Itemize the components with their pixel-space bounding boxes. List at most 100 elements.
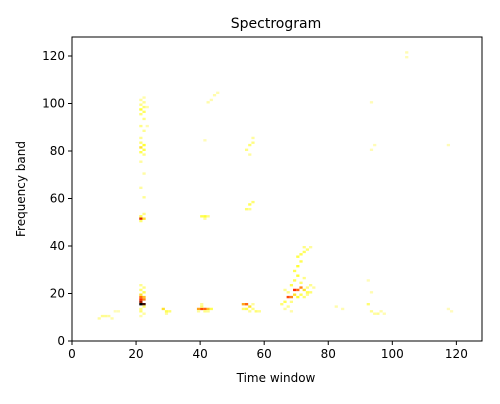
heatmap-cell [289,295,294,299]
heatmap-cell [139,151,143,154]
heatmap-cell [139,124,143,128]
heatmap-cell [139,293,143,296]
heatmap-cell [216,91,220,95]
heatmap-cell [142,305,146,308]
heatmap-cell [366,303,370,306]
heatmap-cell [299,253,303,256]
heatmap-cell [139,186,143,190]
heatmap-cell [142,295,146,299]
x-tick-label: 40 [192,347,207,361]
heatmap-cell [212,94,217,97]
heatmap-cell [241,303,245,306]
y-axis-label: Frequency band [14,141,28,237]
heatmap-cell [200,215,204,218]
heatmap-cell [142,172,146,175]
heatmap-cell [369,291,374,294]
heatmap-cell [161,307,165,311]
heatmap-cell [248,310,252,313]
y-tick-label: 120 [42,49,65,63]
heatmap-cell [203,215,207,218]
heatmap-cell [203,139,207,142]
heatmap-cell [254,310,258,313]
heatmap-cell [251,303,255,306]
heatmap-cell [145,124,149,128]
x-tick-label: 0 [68,347,76,361]
heatmap-cell [251,307,255,311]
heatmap-cell [283,307,287,311]
heatmap-cell [142,105,146,109]
heatmap-cell [139,136,143,140]
heatmap-cell [142,96,146,99]
heatmap-cell [203,310,207,313]
heatmap-cell [299,281,303,285]
heatmap-cell [309,246,313,249]
heatmap-cell [244,148,249,152]
heatmap-cell [142,196,146,199]
heatmap-cell [280,303,284,306]
heatmap-cell [116,310,121,313]
y-tick-label: 20 [50,287,65,301]
heatmap-cell [142,291,146,294]
heatmap-cell [293,293,297,296]
heatmap-cell [302,295,306,299]
heatmap-cell [296,255,300,258]
heatmap-cell [405,56,409,59]
heatmap-cell [107,314,111,318]
heatmap-cell [200,307,204,311]
heatmap-cell [139,98,143,102]
heatmap-cell [366,279,370,282]
heatmap-cell [379,310,383,313]
heatmap-cell [251,200,255,204]
x-tick-label: 120 [445,347,468,361]
heatmap-cell [139,295,143,299]
heatmap-cell [244,307,249,311]
heatmap-cell [142,101,146,104]
y-axis-ticks: 0 20 40 60 80 100 120 [42,49,72,348]
heatmap-cell [248,203,252,206]
heatmap-cell [139,215,143,218]
heatmap-cell [142,129,146,133]
y-tick-label: 100 [42,97,65,111]
heatmap-cell [139,310,143,313]
heatmap-cell [289,300,294,304]
heatmap-cell [164,310,169,313]
heatmap-cell [286,291,290,294]
heatmap-cell [296,295,300,299]
heatmap-cell [299,293,303,296]
heatmap-cell [305,293,310,296]
heatmap-cell [164,312,169,315]
heatmap-cell [296,274,300,277]
x-tick-label: 100 [381,347,404,361]
heatmap-cell [446,143,450,147]
heatmap-cell [139,146,143,149]
heatmap-cell [446,307,450,311]
heatmap-cell [196,307,201,311]
heatmap-cell [142,143,146,147]
heatmap-cell [341,307,345,311]
heatmap-cell [209,307,213,311]
heatmap-cell [142,217,146,220]
heatmap-cell [248,208,252,211]
heatmap-cell [296,288,300,292]
heatmap-cell [248,143,252,147]
heatmap-cell [203,217,207,220]
heatmap-cell [200,303,204,306]
heatmap-cell [110,317,114,320]
heatmap-cell [142,117,146,121]
heatmap-cell [206,310,210,313]
heatmap-cell [299,260,303,263]
heatmap-cell [293,279,297,282]
heatmap-cell [293,288,297,292]
x-axis-label: Time window [236,371,316,385]
heatmap-cell [305,291,310,294]
heatmap-cell [168,310,172,313]
heatmap-cell [196,310,201,313]
heatmap-cell [139,288,143,292]
heatmap-cell [302,288,306,292]
heatmap-cell [309,284,313,287]
heatmap-cell [302,246,306,249]
heatmap-cell [139,314,143,318]
heatmap-cell [334,305,338,308]
heatmap-cell [369,148,374,152]
